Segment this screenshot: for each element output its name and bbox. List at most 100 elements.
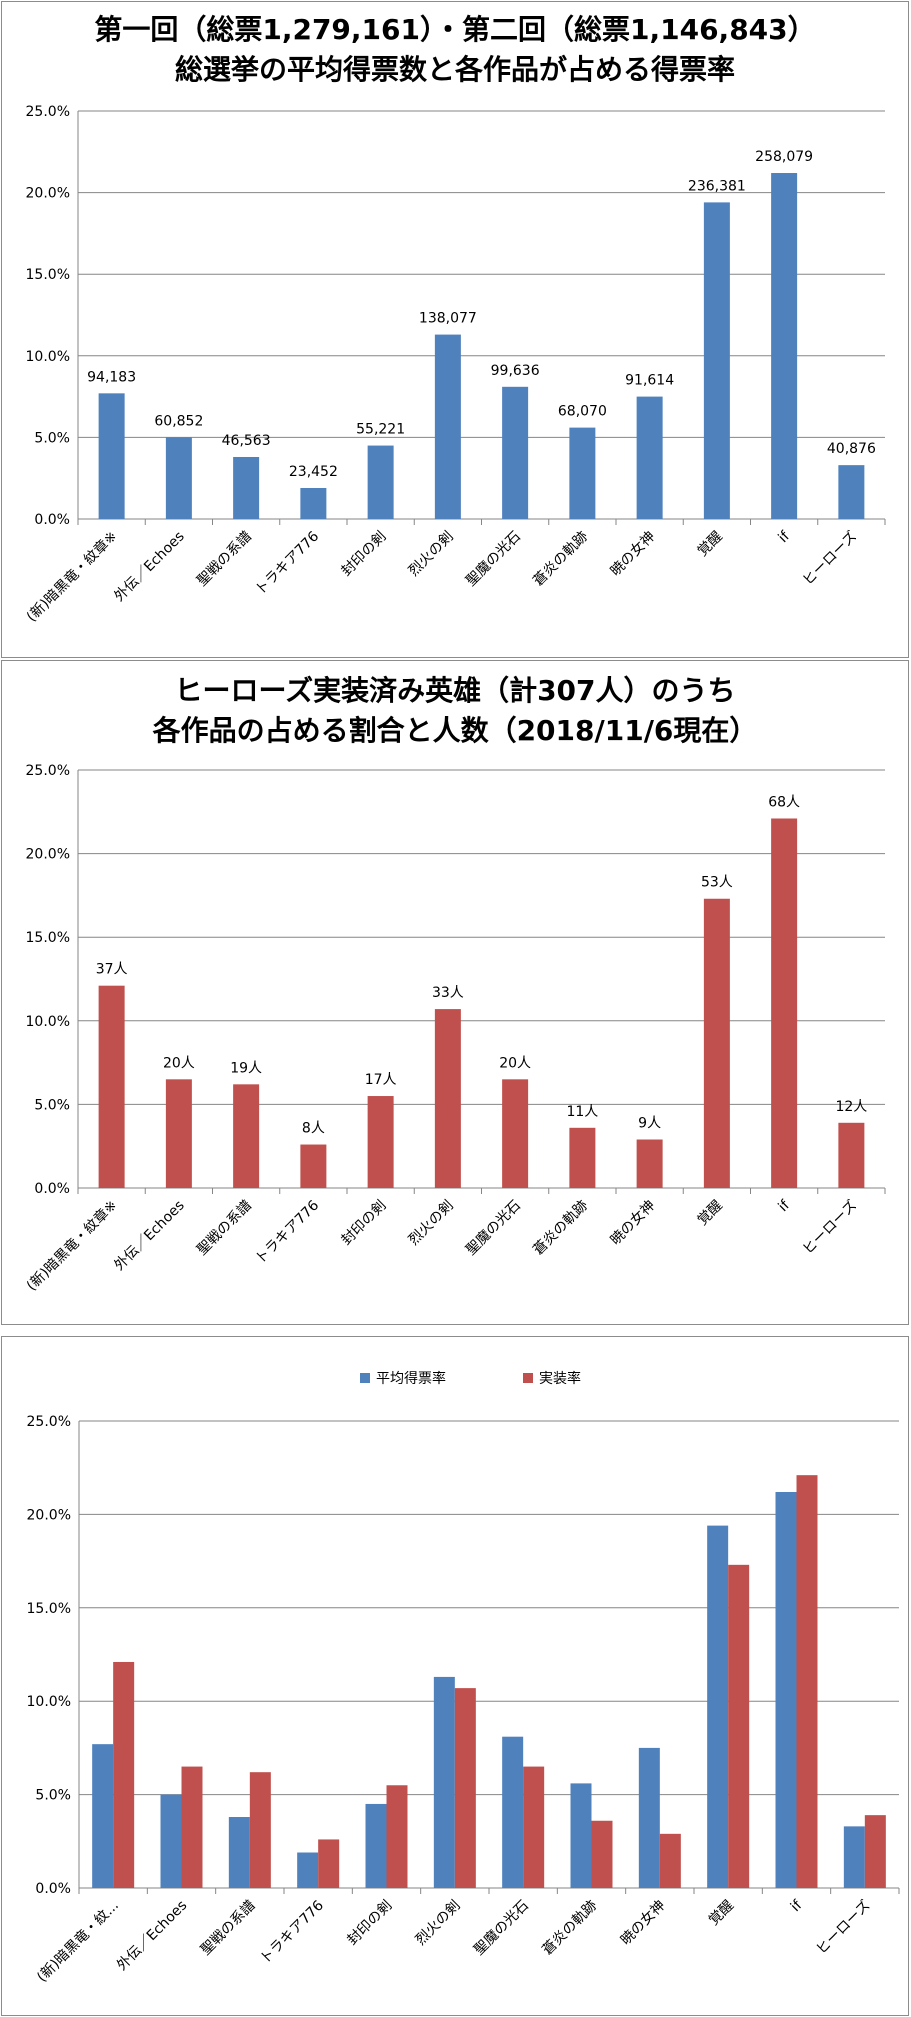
- bar: [569, 427, 596, 519]
- data-label: 12人: [835, 1099, 867, 1115]
- bar: [570, 1783, 592, 1888]
- bar: [569, 1127, 596, 1188]
- bar: [92, 1744, 114, 1888]
- y-tick-label: 15.0%: [26, 930, 70, 946]
- data-label: 68人: [768, 794, 800, 810]
- bar: [843, 1826, 865, 1888]
- x-tick-label: 聖戦の系譜: [198, 1898, 259, 1959]
- y-tick-label: 0.0%: [34, 512, 70, 528]
- data-label: 138,077: [419, 311, 477, 327]
- bar: [502, 1736, 524, 1888]
- legend-label: 実装率: [539, 1370, 581, 1387]
- data-label: 99,636: [491, 363, 540, 379]
- x-tick-label: 覚醒: [706, 1898, 737, 1929]
- data-label: 17人: [365, 1072, 397, 1088]
- legend-swatch: [360, 1373, 370, 1383]
- bar: [502, 386, 529, 519]
- data-label: 60,852: [154, 413, 203, 429]
- y-tick-label: 15.0%: [26, 267, 70, 283]
- bar: [433, 1676, 455, 1888]
- data-label: 46,563: [222, 433, 271, 449]
- bar: [591, 1820, 613, 1888]
- bar: [365, 1803, 387, 1888]
- bar: [181, 1766, 203, 1888]
- x-tick-label: 烈火の剣: [413, 1898, 464, 1949]
- bar: [454, 1688, 476, 1888]
- data-label: 23,452: [289, 464, 338, 480]
- y-tick-label: 10.0%: [27, 1694, 71, 1710]
- y-tick-label: 10.0%: [26, 1014, 70, 1030]
- x-tick-label: 外伝／Echoes: [111, 529, 187, 605]
- x-tick-label: if: [788, 1897, 806, 1915]
- heroes-rate-bar-chart: 0.0% 5.0% 10.0% 15.0% 20.0% 25.0% 37人 (新)暗黒竜・紋章…: [23, 763, 886, 1294]
- x-tick-label: 覚醒: [695, 1198, 726, 1229]
- bar: [659, 1833, 681, 1888]
- chart-title-line1: ヒーローズ実装済み英雄（計307人）のうち: [174, 674, 736, 707]
- x-tick-label: 暁の女神: [607, 1197, 659, 1249]
- y-tick-label: 20.0%: [27, 1507, 71, 1523]
- x-tick-label: 烈火の剣: [406, 1198, 457, 1249]
- y-tick-label: 15.0%: [27, 1601, 71, 1617]
- bar: [434, 334, 461, 519]
- bar: [523, 1766, 545, 1888]
- bar: [98, 985, 125, 1188]
- bar: [233, 1084, 260, 1188]
- bar: [636, 1139, 663, 1188]
- x-tick-label: if: [775, 1197, 793, 1215]
- x-tick-label: ヒーローズ: [813, 1898, 873, 1958]
- x-tick-label: 封印の剣: [344, 1898, 395, 1949]
- y-tick-label: 25.0%: [26, 763, 70, 779]
- y-tick-label: 5.0%: [35, 1788, 71, 1804]
- bar: [300, 487, 327, 519]
- data-label: 40,876: [827, 441, 876, 457]
- x-tick-label: 覚醒: [695, 529, 726, 560]
- chart-panel-vote-rate: 第一回（総票1,279,161）・第二回（総票1,146,843） 総選挙の平均…: [1, 1, 909, 658]
- data-label: 91,614: [625, 373, 674, 389]
- x-tick-label: 蒼炎の軌跡: [540, 1898, 601, 1959]
- y-tick-label: 20.0%: [26, 847, 70, 863]
- x-tick-label: (新)暗黒竜・紋...: [33, 1897, 122, 1986]
- x-tick-label: トラキア776: [252, 1197, 322, 1267]
- data-label: 68,070: [558, 404, 607, 420]
- x-tick-label: 暁の女神: [607, 528, 659, 580]
- x-tick-label: 外伝／Echoes: [114, 1898, 190, 1974]
- x-tick-label: 聖戦の系譜: [194, 1198, 255, 1259]
- x-tick-label: 蒼炎の軌跡: [530, 1198, 591, 1259]
- x-tick-label: if: [775, 528, 793, 546]
- data-label: 20人: [163, 1055, 195, 1071]
- chart-title-line1: 第一回（総票1,279,161）・第二回（総票1,146,843）: [94, 13, 816, 46]
- data-label: 11人: [566, 1104, 598, 1120]
- bar: [98, 393, 125, 519]
- bar: [367, 445, 394, 519]
- bar: [386, 1785, 408, 1888]
- data-label: 33人: [432, 985, 464, 1001]
- x-tick-label: 聖魔の光石: [463, 1198, 524, 1259]
- x-tick-label: ヒーローズ: [800, 1198, 860, 1258]
- chart-panel-comparison: 0.0% 5.0% 10.0% 15.0% 20.0% 25.0% (新)暗黒竜・紋... 外…: [1, 1336, 909, 2016]
- chart-title-line2: 各作品の占める割合と人数（2018/11/6現在）: [152, 714, 758, 747]
- data-label: 236,381: [688, 178, 746, 194]
- bar: [502, 1079, 529, 1188]
- data-label: 53人: [701, 875, 733, 891]
- y-tick-label: 10.0%: [26, 349, 70, 365]
- bar: [707, 1525, 729, 1888]
- bar: [703, 202, 730, 519]
- data-label: 9人: [638, 1116, 661, 1132]
- x-tick-label: 聖魔の光石: [463, 529, 524, 590]
- x-tick-label: 暁の女神: [617, 1897, 669, 1949]
- bar: [249, 1772, 271, 1888]
- y-tick-label: 20.0%: [26, 186, 70, 202]
- chart-panel-heroes-rate: ヒーローズ実装済み英雄（計307人）のうち 各作品の占める割合と人数（2018/…: [1, 660, 909, 1325]
- x-tick-label: ヒーローズ: [800, 529, 860, 589]
- x-tick-label: (新)暗黒竜・紋章※: [23, 528, 120, 625]
- x-tick-label: トラキア776: [252, 528, 322, 598]
- bar: [165, 1079, 192, 1188]
- y-tick-label: 5.0%: [34, 1097, 70, 1113]
- data-label: 8人: [302, 1121, 325, 1137]
- x-tick-label: 封印の剣: [339, 529, 390, 580]
- y-tick-label: 25.0%: [27, 1414, 71, 1430]
- bar: [434, 1009, 461, 1188]
- x-tick-label: 聖魔の光石: [471, 1898, 532, 1959]
- bar: [838, 1122, 865, 1188]
- bar: [771, 173, 798, 520]
